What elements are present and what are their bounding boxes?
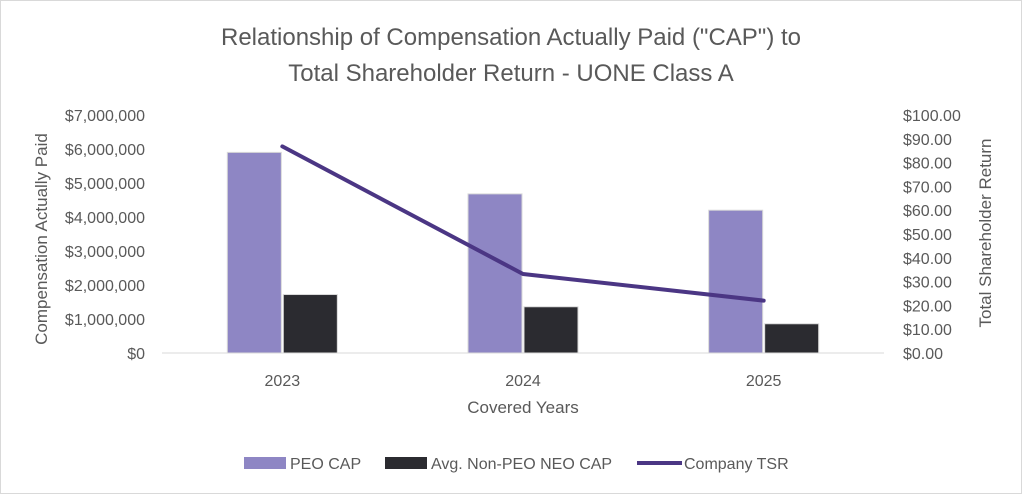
y-tick-label: $6,000,000 xyxy=(65,142,145,159)
y-tick-label: $7,000,000 xyxy=(65,108,145,125)
legend-swatch-peo-cap xyxy=(244,457,286,469)
y-tick-label: $3,000,000 xyxy=(65,244,145,261)
y2-tick-label: $60.00 xyxy=(903,203,952,220)
legend-label-neo-cap: Avg. Non-PEO NEO CAP xyxy=(431,456,612,473)
y2-axis-ticks: $0.00 $10.00 $20.00 $30.00 $40.00 $50.00 $60.0… xyxy=(903,108,961,363)
bar-neo-cap xyxy=(282,294,338,354)
legend-label-peo-cap: PEO CAP xyxy=(290,456,361,473)
bar-neo-cap xyxy=(764,323,820,354)
x-axis-title: Covered Years xyxy=(467,398,579,417)
bar-neo-cap xyxy=(523,306,579,354)
y2-tick-label: $100.00 xyxy=(903,108,961,125)
company-tsr-line xyxy=(280,144,766,303)
legend-swatch-neo-cap xyxy=(385,457,427,469)
y2-tick-label: $20.00 xyxy=(903,298,952,315)
y2-tick-label: $40.00 xyxy=(903,251,952,268)
bar-peo-cap xyxy=(708,209,764,354)
y2-tick-label: $30.00 xyxy=(903,275,952,292)
y2-tick-label: $80.00 xyxy=(903,156,952,173)
y-tick-label: $2,000,000 xyxy=(65,278,145,295)
legend: PEO CAP Avg. Non-PEO NEO CAP Company TSR xyxy=(244,456,789,473)
y2-tick-label: $10.00 xyxy=(903,322,952,339)
x-axis-ticks: 2023 2024 2025 xyxy=(265,373,782,390)
chart-title-line-2: Total Shareholder Return - UONE Class A xyxy=(288,60,734,87)
bars xyxy=(226,151,820,354)
y2-tick-label: $90.00 xyxy=(903,132,952,149)
x-tick-label: 2025 xyxy=(746,373,782,390)
legend-label-company-tsr: Company TSR xyxy=(684,456,789,473)
y-tick-label: $5,000,000 xyxy=(65,176,145,193)
bar-peo-cap xyxy=(226,151,282,354)
chart-title-line-1: Relationship of Compensation Actually Pa… xyxy=(221,24,801,51)
tsr-line-layer xyxy=(280,144,766,303)
x-tick-label: 2024 xyxy=(505,373,541,390)
y-axis-title: Compensation Actually Paid xyxy=(32,133,51,345)
y2-tick-label: $50.00 xyxy=(903,227,952,244)
y2-axis-title: Total Shareholder Return xyxy=(976,138,995,327)
y-tick-label: $1,000,000 xyxy=(65,312,145,329)
y-tick-label: $0 xyxy=(127,346,145,363)
y2-tick-label: $70.00 xyxy=(903,179,952,196)
y2-tick-label: $0.00 xyxy=(903,346,943,363)
y-axis-ticks: $0 $1,000,000 $2,000,000 $3,000,000 $4,000,0… xyxy=(65,108,145,363)
bar-peo-cap xyxy=(467,193,523,354)
x-tick-label: 2023 xyxy=(265,373,301,390)
y-tick-label: $4,000,000 xyxy=(65,210,145,227)
